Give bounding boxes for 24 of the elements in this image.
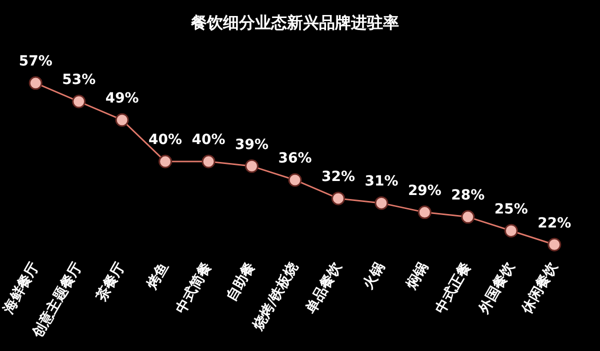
data-label: 40% <box>192 132 226 148</box>
data-label: 22% <box>538 215 572 232</box>
data-label: 31% <box>364 174 398 190</box>
data-label: 32% <box>321 169 355 186</box>
data-label: 28% <box>451 188 485 204</box>
data-label: 57% <box>18 54 52 70</box>
x-tick-label: 中式正餐 <box>432 260 475 316</box>
x-tick-label: 火锅 <box>360 260 388 292</box>
x-tick-label: 烤鱼 <box>144 260 172 293</box>
x-tick-label: 外国餐饮 <box>475 259 518 318</box>
x-tick-label: 自助餐 <box>224 260 258 304</box>
data-label: 25% <box>494 201 528 218</box>
data-label: 36% <box>278 150 312 167</box>
data-label: 29% <box>408 182 442 199</box>
x-tick-label: 中式简餐 <box>173 260 216 316</box>
chart-title: 餐饮细分业态新兴品牌进驻率 <box>190 12 399 32</box>
data-label: 40% <box>148 132 182 148</box>
data-label: 39% <box>235 136 269 153</box>
x-tick-label: 茶餐厅 <box>93 260 129 306</box>
data-label: 53% <box>62 72 96 88</box>
x-tick-label: 单品餐饮 <box>302 259 346 318</box>
x-tick-label: 焖锅 <box>402 260 432 293</box>
x-tick-label: 休闲餐饮 <box>518 259 562 318</box>
data-label: 49% <box>105 90 139 107</box>
